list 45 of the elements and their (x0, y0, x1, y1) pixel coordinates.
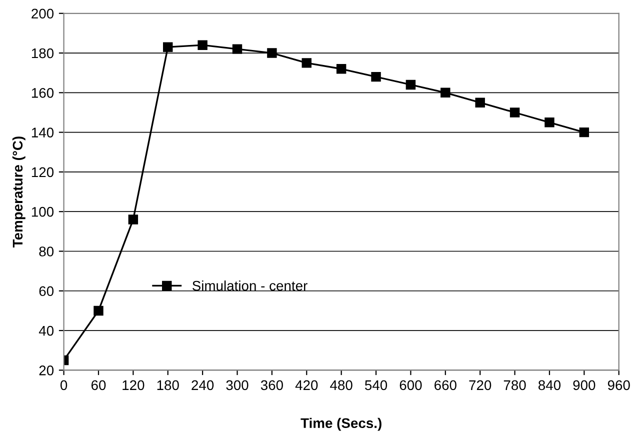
y-tick-label: 60 (39, 286, 54, 296)
point (544, 118, 554, 128)
y-tick-label: 180 (32, 48, 54, 58)
point (406, 80, 416, 90)
y-tick-label: 120 (32, 167, 54, 178)
point (128, 214, 138, 224)
x-tick-label: 300 (226, 380, 248, 390)
x-tick-label: 0 (60, 380, 68, 390)
point (232, 44, 242, 54)
x-tick-label: 960 (608, 380, 630, 390)
y-tick-label: 160 (32, 88, 54, 98)
y-tick-label: 40 (38, 326, 54, 336)
y-tick-label: 80 (39, 246, 54, 256)
point (475, 98, 485, 108)
point (198, 40, 208, 50)
x-tick-label: 540 (364, 380, 388, 390)
x-tick-label: 840 (538, 380, 561, 390)
point (163, 42, 173, 52)
point (440, 88, 450, 98)
y-tick-label: 20 (39, 366, 54, 376)
x-tick-label: 600 (400, 380, 422, 390)
x-tick-label: 480 (330, 380, 352, 390)
x-tick-label: 660 (434, 380, 456, 390)
point (336, 64, 346, 74)
x-tick-label: 180 (157, 380, 179, 390)
x-tick-label: 240 (192, 380, 214, 390)
y-tick-label: 140 (32, 128, 54, 138)
y-tick-label: 100 (32, 206, 54, 217)
x-tick-label: 900 (573, 380, 596, 390)
y-axis-title: Temperature (°C) (12, 136, 26, 248)
point (302, 58, 312, 68)
point (579, 127, 590, 138)
x-axis-title: Time (Secs.) (300, 418, 382, 431)
legend-label: Simulation - center (192, 280, 308, 291)
x-tick-label: 780 (504, 380, 526, 390)
point (267, 48, 277, 58)
x-tick-label: 420 (295, 380, 318, 390)
point (94, 306, 104, 316)
x-tick-label: 120 (122, 380, 144, 390)
x-tick-label: 60 (91, 380, 106, 390)
point (371, 72, 381, 82)
x-tick-label: 720 (469, 380, 492, 390)
x-tick-label: 360 (260, 380, 283, 390)
point (510, 108, 520, 118)
y-tick-label: 200 (32, 8, 54, 19)
